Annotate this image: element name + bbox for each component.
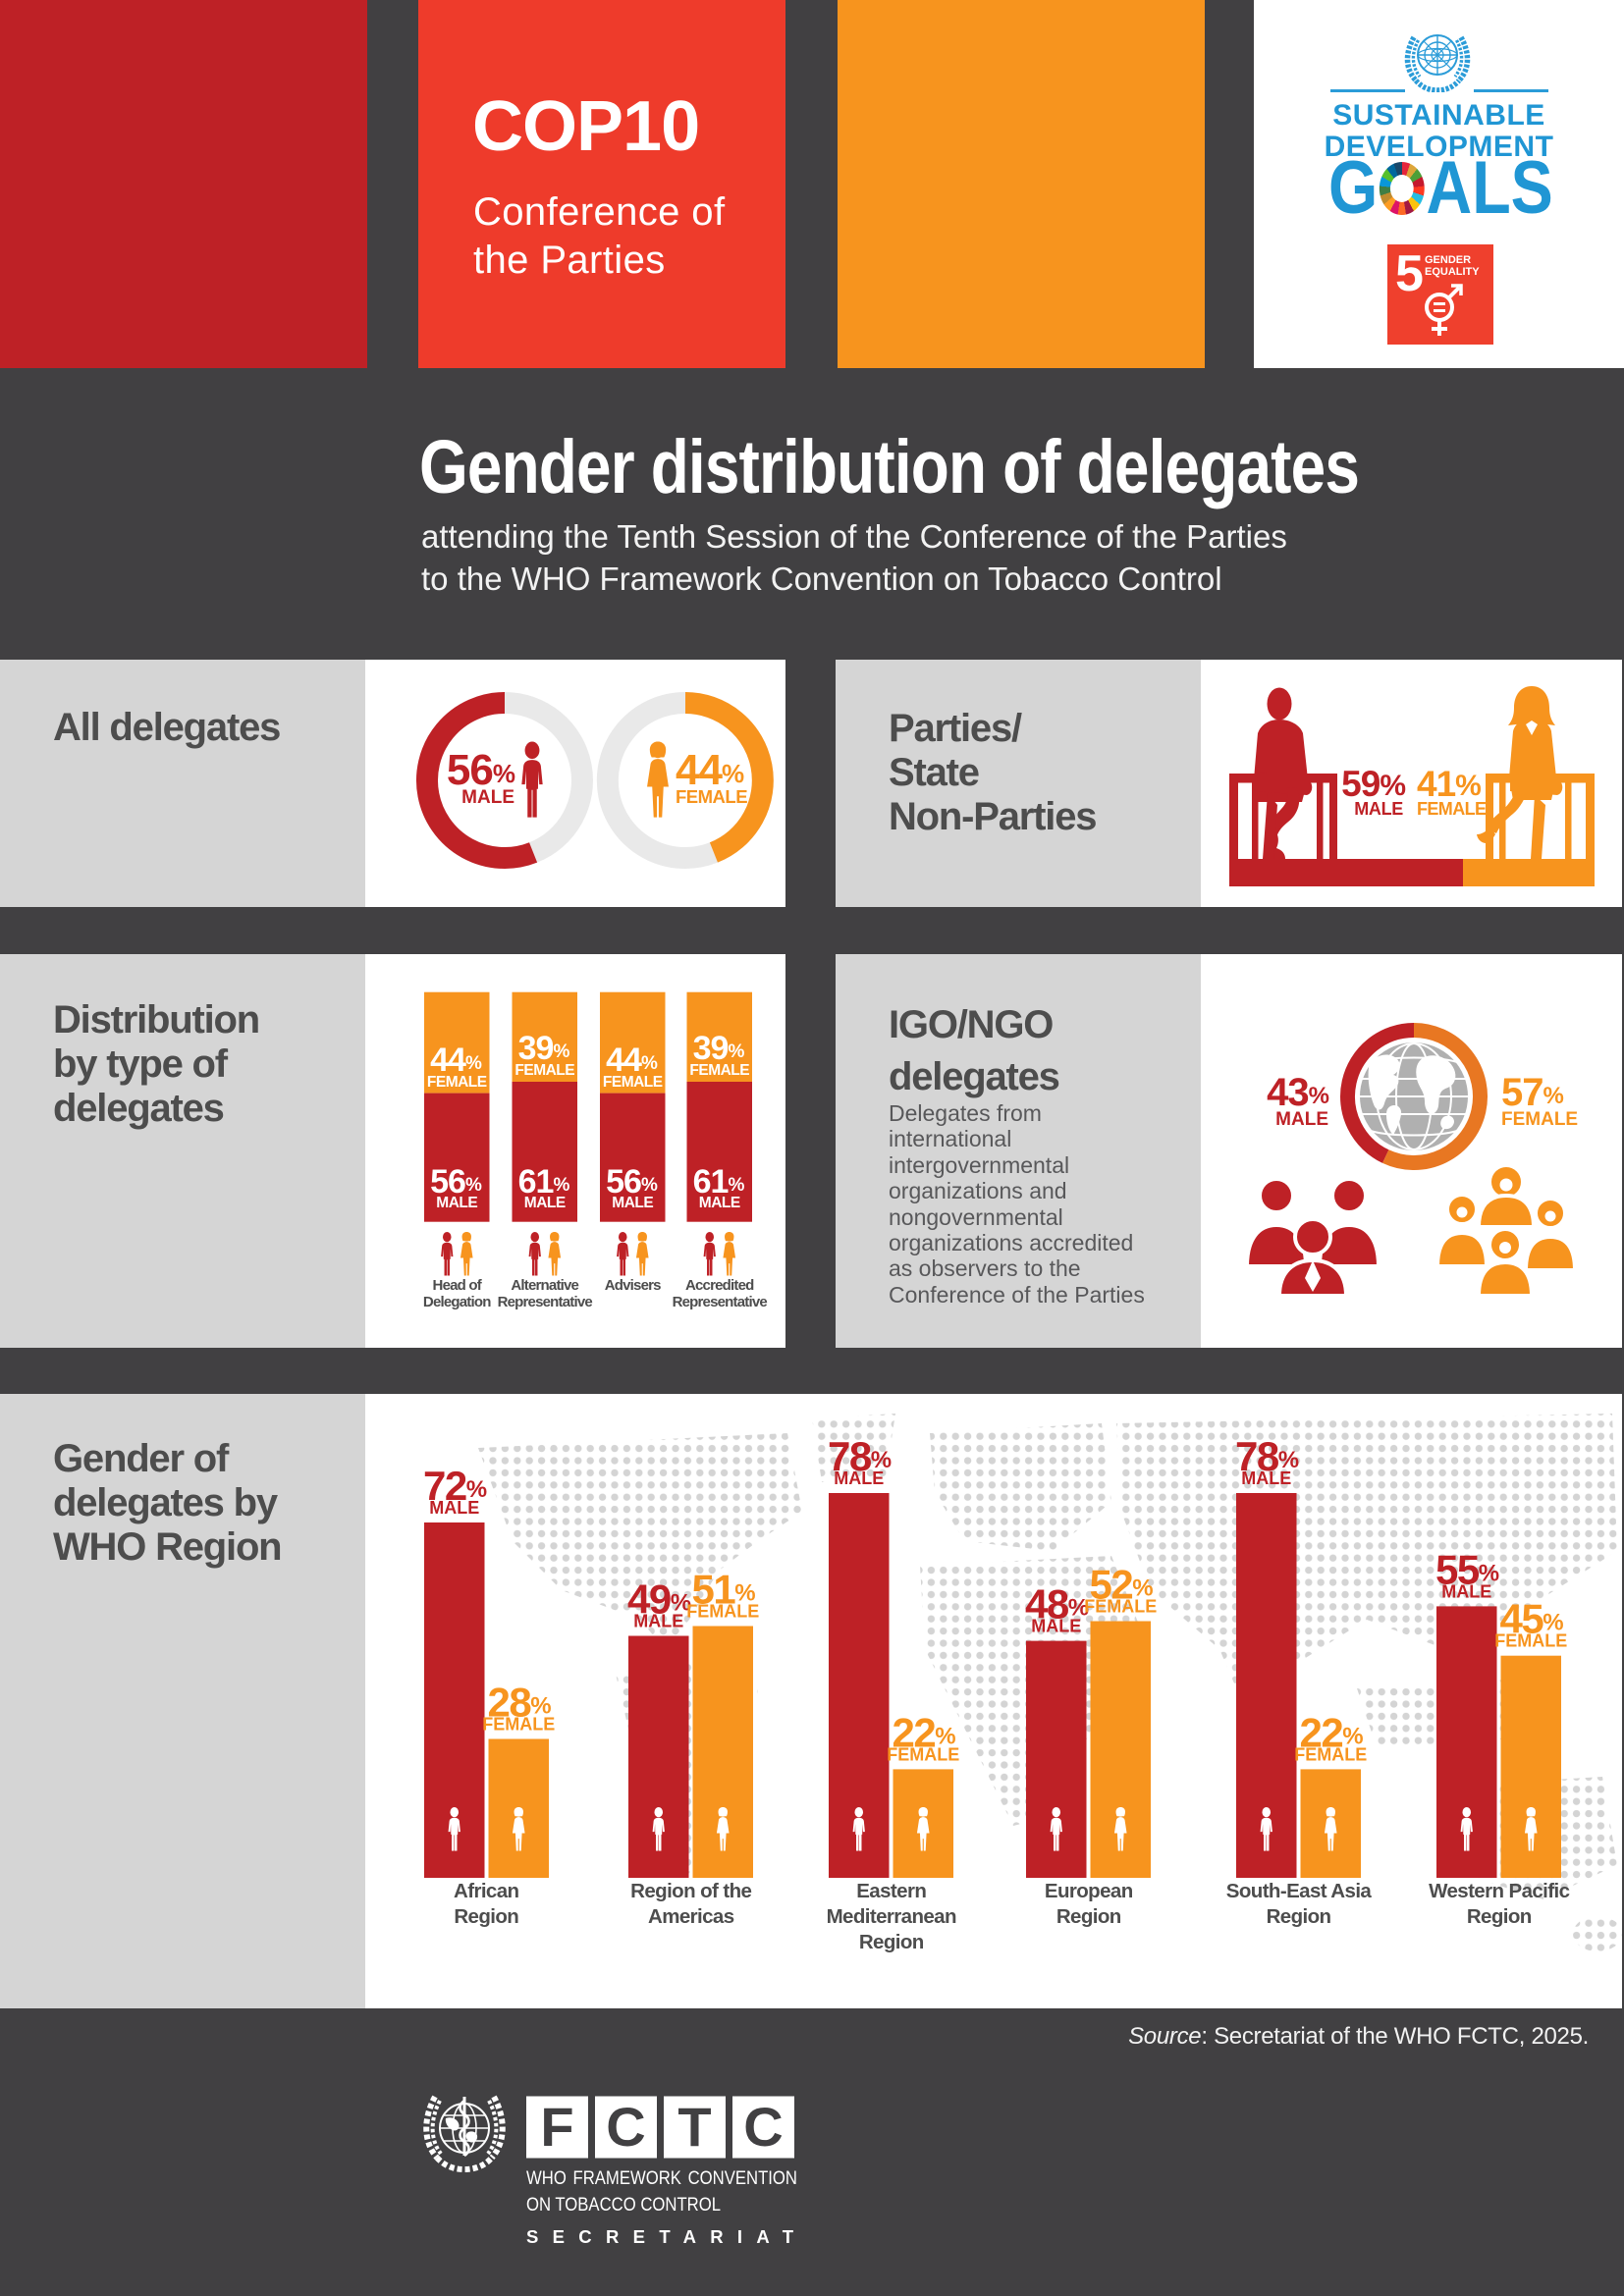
svg-text:WHO FRAMEWORK CONVENTION: WHO FRAMEWORK CONVENTION	[526, 2167, 797, 2189]
svg-text:Alternative: Alternative	[511, 1277, 578, 1294]
svg-text:MALE: MALE	[1275, 1109, 1328, 1130]
svg-text:T: T	[677, 2096, 711, 2158]
svg-text:C: C	[606, 2096, 645, 2158]
svg-text:MALE: MALE	[633, 1612, 683, 1631]
svg-text:C: C	[743, 2096, 783, 2158]
svg-text:57%: 57%	[1501, 1071, 1564, 1114]
svg-text:FEMALE: FEMALE	[676, 786, 747, 807]
svg-text:FEMALE: FEMALE	[1494, 1631, 1567, 1651]
svg-text:MALE: MALE	[436, 1195, 477, 1211]
svg-text:MALE: MALE	[1241, 1468, 1291, 1488]
svg-text:Head of: Head of	[433, 1277, 483, 1294]
svg-text:FEMALE: FEMALE	[1294, 1744, 1367, 1764]
svg-text:MALE: MALE	[524, 1195, 566, 1211]
svg-text:Mediterranean: Mediterranean	[827, 1905, 956, 1928]
svg-text:ON TOBACCO CONTROL: ON TOBACCO CONTROL	[526, 2194, 721, 2216]
svg-text:MALE: MALE	[1441, 1581, 1491, 1601]
svg-text:FEMALE: FEMALE	[1501, 1109, 1578, 1130]
svg-text:59%: 59%	[1341, 764, 1405, 804]
svg-text:Region: Region	[454, 1905, 518, 1928]
svg-text:Accredited: Accredited	[685, 1277, 754, 1294]
svg-text:Representative: Representative	[498, 1294, 593, 1310]
svg-text:F: F	[540, 2096, 573, 2158]
svg-text:FEMALE: FEMALE	[482, 1715, 555, 1735]
svg-text:South-East Asia: South-East Asia	[1226, 1880, 1373, 1902]
svg-text:Region: Region	[1056, 1905, 1121, 1928]
svg-text:FEMALE: FEMALE	[603, 1074, 663, 1091]
svg-text:FEMALE: FEMALE	[1084, 1597, 1157, 1617]
svg-text:European: European	[1045, 1880, 1133, 1902]
svg-text:MALE: MALE	[612, 1195, 653, 1211]
svg-text:FEMALE: FEMALE	[427, 1074, 487, 1091]
svg-text:SECRETARIAT: SECRETARIAT	[526, 2226, 794, 2247]
svg-text:41%: 41%	[1417, 764, 1481, 804]
svg-text:Advisers: Advisers	[605, 1277, 661, 1294]
svg-text:FEMALE: FEMALE	[689, 1062, 749, 1079]
svg-text:FEMALE: FEMALE	[686, 1602, 759, 1622]
svg-text:Region of the: Region of the	[630, 1880, 751, 1902]
svg-text:Representative: Representative	[673, 1294, 768, 1310]
svg-text:Region: Region	[859, 1931, 924, 1953]
svg-text:43%: 43%	[1267, 1071, 1329, 1114]
svg-text:Region: Region	[1267, 1905, 1331, 1928]
svg-text:Eastern: Eastern	[856, 1880, 926, 1902]
svg-text:MALE: MALE	[699, 1195, 740, 1211]
svg-text:FEMALE: FEMALE	[514, 1062, 574, 1079]
svg-text:FEMALE: FEMALE	[1417, 799, 1487, 819]
svg-text:MALE: MALE	[1031, 1617, 1081, 1636]
svg-text:78%: 78%	[828, 1433, 892, 1479]
svg-text:22%: 22%	[1299, 1709, 1363, 1755]
svg-text:MALE: MALE	[461, 787, 514, 808]
svg-text:MALE: MALE	[1354, 799, 1403, 819]
svg-text:MALE: MALE	[429, 1498, 479, 1518]
svg-text:Americas: Americas	[648, 1905, 734, 1928]
svg-text:African: African	[454, 1880, 519, 1902]
svg-text:Region: Region	[1467, 1905, 1532, 1928]
svg-text:Delegation: Delegation	[423, 1294, 491, 1310]
svg-text:FEMALE: FEMALE	[887, 1744, 959, 1764]
svg-text:Western Pacific: Western Pacific	[1429, 1880, 1569, 1902]
svg-text:MALE: MALE	[834, 1468, 884, 1488]
